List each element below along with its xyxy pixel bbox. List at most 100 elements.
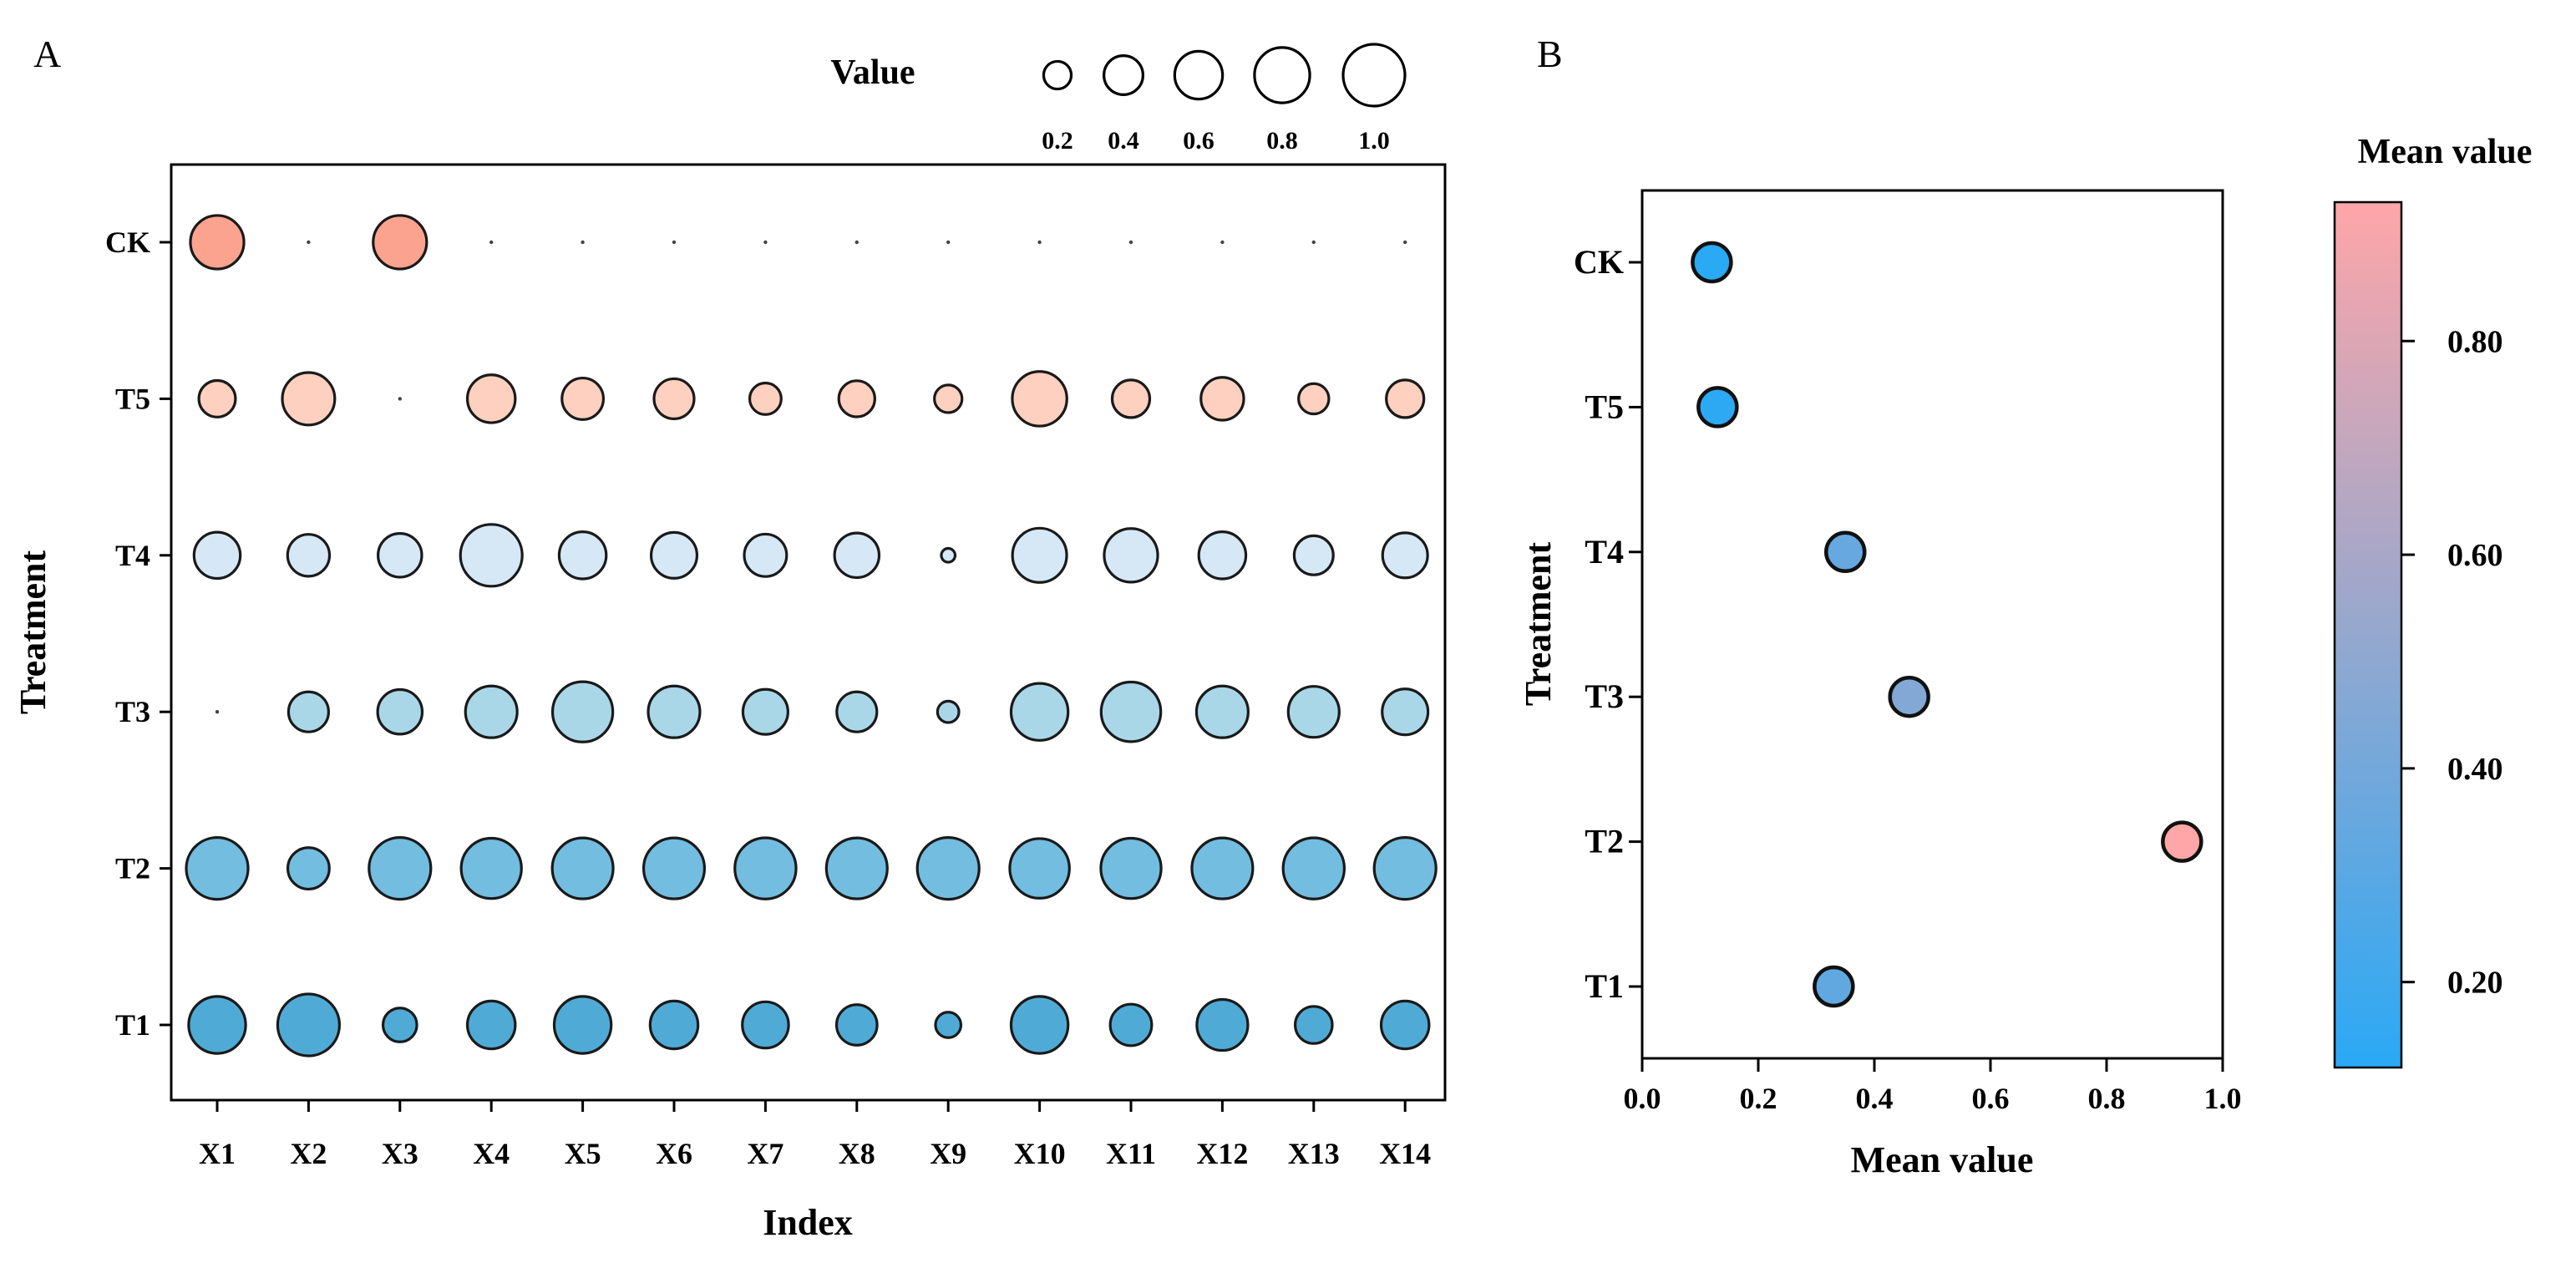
size-legend: Value 0.2 0.4 0.6 0.8 1.0 — [830, 43, 1407, 155]
bubble — [372, 214, 428, 271]
size-legend-circle — [1042, 59, 1073, 91]
bubble — [946, 240, 951, 245]
colorbar-tick-label: 0.60 — [2447, 538, 2503, 573]
bubble — [1294, 1005, 1334, 1045]
bubble — [557, 530, 608, 581]
b-y-tick-label: T5 — [1585, 388, 1624, 425]
bubble — [1372, 835, 1438, 901]
a-y-tick-label: T5 — [115, 382, 150, 415]
bubble — [1099, 836, 1163, 900]
b-x-tick-label: 0.6 — [1972, 1082, 2010, 1115]
bubble — [581, 240, 585, 245]
colorbar-tick-label: 0.40 — [2447, 752, 2503, 787]
bubble — [552, 995, 613, 1055]
b-point — [1824, 530, 1867, 574]
bubble — [1381, 531, 1429, 580]
bubble — [377, 532, 423, 579]
b-x-axis: 0.0 0.2 0.4 0.6 0.8 1.0 — [1624, 1058, 2242, 1115]
size-legend-items: 0.2 0.4 0.6 0.8 1.0 — [1042, 43, 1407, 155]
a-x-tick-label: X10 — [1014, 1137, 1066, 1170]
bubble — [464, 684, 519, 739]
bubble — [381, 1007, 418, 1043]
a-x-tick-label: X12 — [1196, 1137, 1248, 1170]
size-legend-circle — [1253, 46, 1311, 104]
bubble — [1195, 997, 1250, 1052]
a-x-tick-label: X2 — [290, 1137, 327, 1170]
bubble — [1311, 240, 1316, 245]
bubble — [833, 531, 881, 580]
bubble — [1190, 836, 1255, 900]
a-y-axis: CK T5 T4 T3 T2 T1 — [105, 226, 171, 1042]
bubble — [465, 999, 517, 1051]
a-x-tick-label: X4 — [473, 1137, 510, 1170]
bubble — [550, 680, 615, 743]
b-y-tick-label: T1 — [1585, 967, 1624, 1005]
bubble — [1009, 995, 1070, 1055]
bubble — [307, 240, 311, 245]
bubble — [1403, 240, 1407, 245]
a-y-axis-title: Treatment — [13, 550, 53, 715]
bubble — [933, 383, 964, 414]
mean-scatter-chart: CK T5 T4 T3 T2 T1 0.0 0.2 0.4 0.6 0.8 1.0 Mean val… — [1518, 133, 2532, 1180]
bubble — [1220, 240, 1225, 245]
b-x-tick-label: 0.8 — [2088, 1082, 2126, 1115]
b-y-tick-label: T4 — [1585, 533, 1624, 571]
bubble — [648, 999, 700, 1051]
bubble — [652, 377, 696, 420]
bubble — [854, 240, 859, 245]
colorbar-ticks: 0.20 0.40 0.60 0.80 — [2401, 324, 2503, 1001]
a-x-axis: X1 X2 X3 X4 X5 X6 X7 X8 X9 X10 X11 X12 X13 X14 — [199, 1100, 1431, 1170]
bubble — [560, 376, 606, 421]
a-x-axis-title: Index — [763, 1202, 853, 1243]
a-y-tick-label: T1 — [115, 1008, 150, 1042]
plot-frame-a — [170, 163, 1447, 1102]
bubble — [1011, 526, 1068, 584]
a-y-tick-label: CK — [105, 226, 150, 259]
b-point — [1888, 675, 1930, 718]
a-x-tick-label: X13 — [1288, 1137, 1340, 1170]
colorbar-tick-label: 0.20 — [2447, 966, 2503, 1001]
bubble — [1199, 376, 1245, 422]
colorbar-tick-label: 0.80 — [2447, 324, 2503, 359]
bubble — [189, 214, 246, 271]
bubble — [1385, 378, 1426, 419]
a-bubbles — [185, 214, 1438, 1058]
colorbar-title: Mean value — [2358, 133, 2533, 171]
a-x-tick-label: X1 — [199, 1137, 236, 1170]
b-point — [1691, 241, 1733, 284]
b-x-tick-label: 0.2 — [1740, 1082, 1777, 1115]
bubble — [465, 373, 517, 424]
b-y-tick-label: CK — [1574, 243, 1624, 281]
bubble-chart: CK T5 T4 T3 T2 T1 X1 X2 X3 X4 X5 X6 X7 X8 X9 X10 X11 X12… — [13, 43, 1447, 1243]
bubble — [915, 835, 981, 901]
b-y-tick-label: T2 — [1585, 823, 1624, 860]
bubble — [281, 371, 337, 427]
bubble — [489, 240, 494, 245]
a-y-tick-label: T4 — [115, 539, 150, 572]
bubble — [837, 379, 876, 418]
size-legend-label: 0.8 — [1266, 127, 1298, 155]
a-x-tick-label: X9 — [930, 1137, 966, 1170]
size-legend-title: Value — [830, 53, 915, 92]
bubble — [550, 836, 615, 900]
a-y-tick-label: T3 — [115, 695, 150, 728]
bubble — [741, 687, 789, 736]
b-y-axis: CK T5 T4 T3 T2 T1 — [1574, 243, 1642, 1005]
a-x-tick-label: X5 — [565, 1137, 601, 1170]
a-x-tick-label: X11 — [1106, 1137, 1156, 1170]
panel-label-a: A — [33, 33, 61, 75]
b-x-tick-label: 0.0 — [1624, 1082, 1661, 1115]
bubble — [743, 532, 789, 578]
bubble — [187, 995, 247, 1055]
bubble — [1292, 534, 1335, 576]
bubble — [835, 690, 879, 733]
bubble — [1103, 527, 1159, 584]
bubble — [1110, 378, 1152, 419]
bubble — [197, 378, 237, 418]
bubble — [763, 240, 768, 245]
bubble — [1281, 836, 1346, 900]
bubble — [1099, 680, 1163, 743]
colorbar: Mean value 0.20 0.40 0.60 0.80 — [2333, 133, 2533, 1069]
a-x-tick-label: X3 — [382, 1137, 418, 1170]
plot-frame-b — [1640, 189, 2224, 1060]
